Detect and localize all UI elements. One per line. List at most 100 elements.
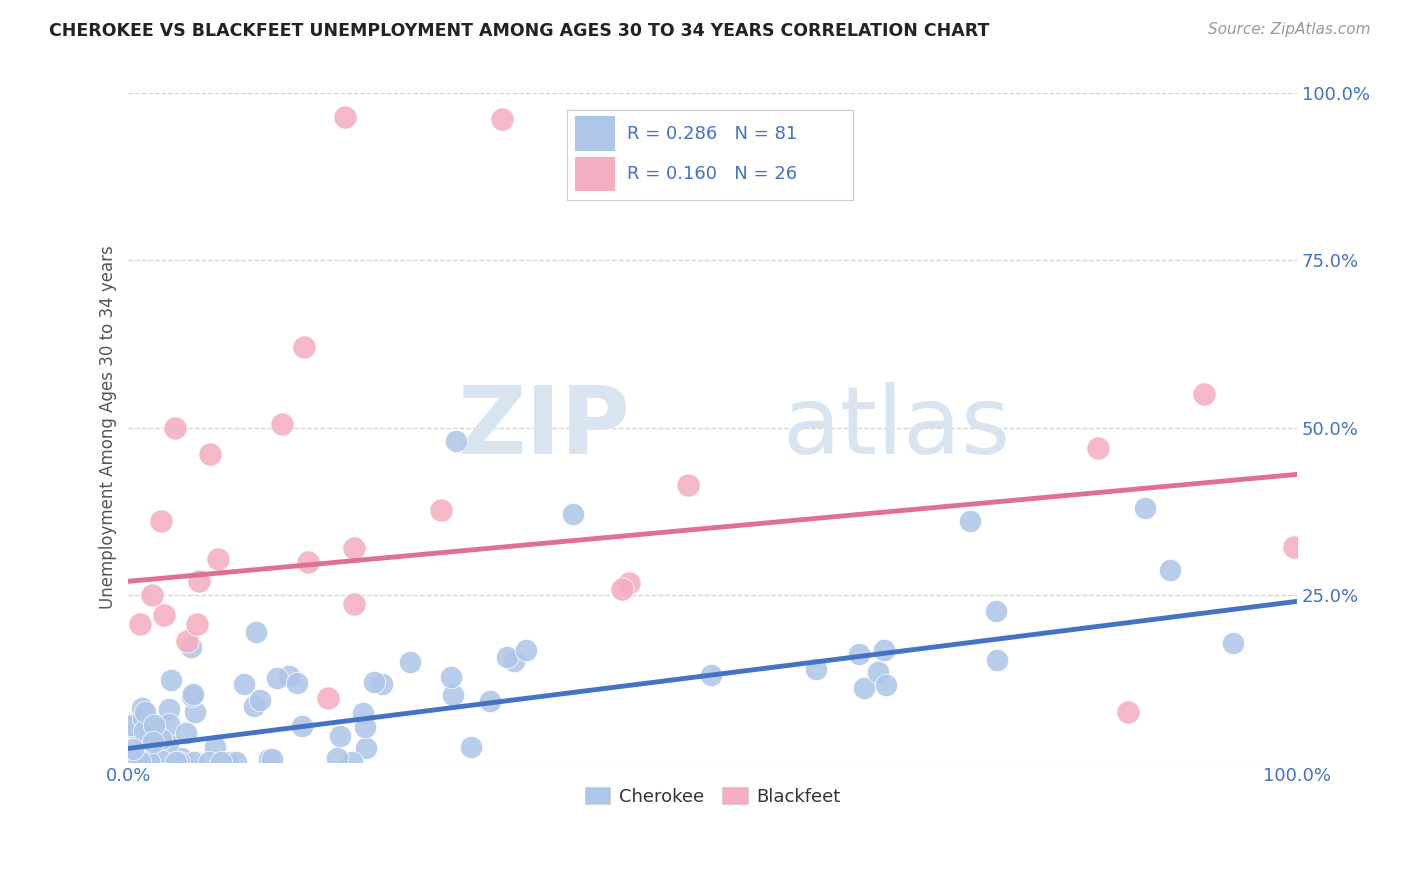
Point — [187, 574, 209, 589]
Point — [176, 634, 198, 648]
Point — [328, 729, 350, 743]
Y-axis label: Unemployment Among Ages 30 to 34 years: Unemployment Among Ages 30 to 34 years — [100, 245, 117, 609]
Point — [127, 716, 149, 731]
Text: ZIP: ZIP — [458, 382, 631, 474]
Point — [141, 588, 163, 602]
Point — [986, 604, 1008, 618]
Point — [118, 755, 141, 769]
Point — [131, 701, 153, 715]
Point — [128, 617, 150, 632]
Point — [291, 719, 314, 733]
Text: CHEROKEE VS BLACKFEET UNEMPLOYMENT AMONG AGES 30 TO 34 YEARS CORRELATION CHART: CHEROKEE VS BLACKFEET UNEMPLOYMENT AMONG… — [49, 22, 990, 40]
Point — [612, 582, 634, 596]
Point — [353, 721, 375, 735]
Point — [1192, 387, 1215, 401]
Point — [354, 741, 377, 756]
Point — [142, 721, 165, 735]
Point — [181, 687, 204, 701]
Point — [496, 649, 519, 664]
Point — [207, 551, 229, 566]
Point — [873, 642, 896, 657]
Point — [198, 755, 221, 769]
Point — [132, 723, 155, 738]
Point — [853, 681, 876, 696]
Text: atlas: atlas — [783, 382, 1011, 474]
Point — [848, 647, 870, 661]
Point — [121, 721, 143, 735]
Point — [342, 755, 364, 769]
Point — [866, 665, 889, 680]
Point — [217, 755, 239, 769]
Point — [1282, 540, 1305, 554]
Point — [150, 731, 173, 746]
Point — [444, 434, 467, 448]
Point — [986, 653, 1008, 667]
Point — [460, 739, 482, 754]
Point — [204, 740, 226, 755]
Point — [959, 514, 981, 528]
Point — [478, 694, 501, 708]
Point — [617, 576, 640, 591]
Point — [271, 417, 294, 431]
Legend: Cherokee, Blackfeet: Cherokee, Blackfeet — [578, 780, 848, 813]
Point — [491, 112, 513, 126]
Point — [1222, 636, 1244, 650]
Point — [561, 508, 583, 522]
Point — [165, 420, 187, 434]
Point — [316, 691, 339, 706]
Point — [676, 477, 699, 491]
Text: Source: ZipAtlas.com: Source: ZipAtlas.com — [1208, 22, 1371, 37]
Point — [121, 718, 143, 732]
Point — [515, 642, 537, 657]
Point — [124, 717, 146, 731]
Point — [259, 752, 281, 766]
Point — [129, 746, 152, 760]
Point — [245, 624, 267, 639]
Point — [150, 514, 173, 528]
Point — [149, 753, 172, 767]
Point — [152, 607, 174, 622]
Point — [266, 672, 288, 686]
Point — [142, 718, 165, 732]
Point — [157, 717, 180, 731]
Point — [399, 655, 422, 669]
Point — [249, 692, 271, 706]
Point — [440, 670, 463, 684]
Point — [430, 503, 453, 517]
Point — [142, 719, 165, 733]
Point — [134, 705, 156, 719]
Point — [1087, 441, 1109, 455]
Point — [1133, 500, 1156, 515]
Point — [441, 688, 464, 702]
Point — [138, 755, 160, 769]
Point — [233, 676, 256, 690]
Point — [157, 736, 180, 750]
Point — [333, 110, 356, 124]
Point — [200, 447, 222, 461]
Point — [131, 755, 153, 769]
Point — [184, 705, 207, 719]
Point — [806, 662, 828, 676]
Point — [875, 678, 897, 692]
Point — [186, 616, 208, 631]
Point — [363, 674, 385, 689]
Point — [297, 555, 319, 569]
Point — [129, 755, 152, 769]
Point — [165, 755, 187, 769]
Point — [128, 753, 150, 767]
Point — [285, 675, 308, 690]
Point — [1116, 705, 1139, 719]
Point — [242, 698, 264, 713]
Point — [343, 541, 366, 556]
Point — [122, 742, 145, 756]
Point — [131, 711, 153, 725]
Point — [157, 702, 180, 716]
Point — [260, 752, 283, 766]
Point — [174, 726, 197, 740]
Point — [1159, 562, 1181, 576]
Point — [180, 640, 202, 654]
Point — [225, 755, 247, 769]
Point — [326, 750, 349, 764]
Point — [167, 755, 190, 769]
Point — [352, 706, 374, 720]
